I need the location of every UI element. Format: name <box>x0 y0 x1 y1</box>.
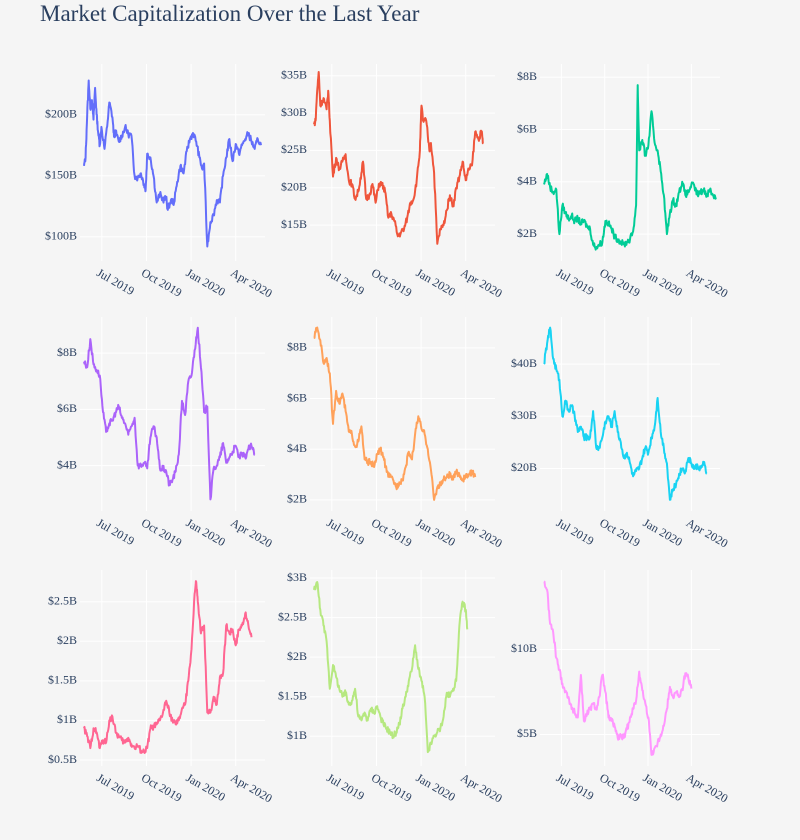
y-tick-label: $8B <box>287 340 307 354</box>
series-line <box>83 326 256 501</box>
y-tick-label: $4B <box>287 441 307 455</box>
y-tick-label: $1B <box>57 712 77 726</box>
subplot-4: $4B $6B $8B Jul 2019 Oct 2019 Jan 2020 Apr 202… <box>57 317 275 550</box>
x-tick-label: Apr 2020 <box>458 265 505 300</box>
y-tick-label: $35B <box>281 67 307 81</box>
x-tick-label: Apr 2020 <box>458 515 505 550</box>
y-tick-label: $10B <box>511 641 537 655</box>
x-tick-label: Oct 2019 <box>597 515 642 549</box>
y-tick-label: $20B <box>511 460 537 474</box>
y-tick-label: $4B <box>517 174 537 188</box>
x-tick-label: Oct 2019 <box>597 265 642 299</box>
chart-title: Market Capitalization Over the Last Year <box>40 1 420 26</box>
subplot-8: $1B $1.5B $2B $2.5B $3B Jul 2019 Oct 2019 Jan 2… <box>278 570 505 806</box>
x-tick-label: Oct 2019 <box>139 770 184 804</box>
y-tick-label: $2.5B <box>278 609 307 623</box>
x-tick-label: Oct 2019 <box>369 515 414 549</box>
y-tick-label: $6B <box>287 390 307 404</box>
y-tick-label: $30B <box>511 408 537 422</box>
x-tick-label: Jan 2020 <box>414 770 458 804</box>
subplot-1: $100B $150B $200B Jul 2019 Oct 2019 Jan 2020 A… <box>45 64 275 300</box>
y-tick-label: $4B <box>57 457 77 471</box>
series-line <box>83 79 262 248</box>
x-tick-label: Jan 2020 <box>414 265 458 299</box>
y-tick-label: $15B <box>281 217 307 231</box>
y-tick-label: $20B <box>281 180 307 194</box>
x-tick-label: Apr 2020 <box>458 770 505 805</box>
subplot-7: $0.5B $1B $1.5B $2B $2.5B Jul 2019 Oct 2019 Jan… <box>48 570 275 805</box>
x-tick-label: Apr 2020 <box>684 515 731 550</box>
x-tick-label: Oct 2019 <box>369 265 414 299</box>
y-tick-label: $3B <box>287 570 307 584</box>
subplot-5: $2B $4B $6B $8B Jul 2019 Oct 2019 Jan 2020 Apr … <box>287 317 505 550</box>
y-tick-label: $0.5B <box>48 752 77 766</box>
y-tick-label: $6B <box>57 401 77 415</box>
x-tick-label: Jan 2020 <box>641 265 685 299</box>
y-tick-label: $100B <box>45 228 77 242</box>
x-tick-label: Jul 2019 <box>94 265 137 298</box>
series-line <box>313 326 477 501</box>
y-tick-label: $150B <box>45 167 77 181</box>
y-tick-label: $40B <box>511 356 537 370</box>
x-tick-label: Jan 2020 <box>641 515 685 549</box>
y-tick-label: $25B <box>281 142 307 156</box>
series-line <box>313 71 484 245</box>
x-tick-label: Jul 2019 <box>324 265 367 298</box>
x-tick-label: Jul 2019 <box>554 265 597 298</box>
y-tick-label: $1.5B <box>48 673 77 687</box>
x-tick-label: Jan 2020 <box>414 515 458 549</box>
y-tick-label: $2B <box>57 633 77 647</box>
y-tick-label: $1B <box>287 728 307 742</box>
y-tick-label: $1.5B <box>278 688 307 702</box>
y-tick-label: $200B <box>45 106 77 120</box>
x-tick-label: Jan 2020 <box>641 770 685 804</box>
x-tick-label: Oct 2019 <box>369 770 414 804</box>
x-tick-label: Jan 2020 <box>184 515 228 549</box>
series-line <box>83 580 253 754</box>
x-tick-label: Apr 2020 <box>684 265 731 300</box>
series-line <box>543 84 717 251</box>
x-tick-label: Oct 2019 <box>139 515 184 549</box>
x-tick-label: Jan 2020 <box>184 770 228 804</box>
x-tick-label: Jan 2020 <box>184 265 228 299</box>
y-tick-label: $2B <box>287 492 307 506</box>
x-tick-label: Apr 2020 <box>228 770 275 805</box>
x-tick-label: Jul 2019 <box>554 515 597 548</box>
series-line <box>543 580 693 756</box>
x-tick-label: Jul 2019 <box>324 770 367 803</box>
y-tick-label: $6B <box>517 121 537 135</box>
y-tick-label: $2.5B <box>48 593 77 607</box>
y-tick-label: $30B <box>281 105 307 119</box>
x-tick-label: Oct 2019 <box>139 265 184 299</box>
y-tick-label: $8B <box>517 69 537 83</box>
y-tick-label: $8B <box>57 345 77 359</box>
x-tick-label: Jul 2019 <box>324 515 367 548</box>
x-tick-label: Jul 2019 <box>94 770 137 803</box>
x-tick-label: Oct 2019 <box>597 770 642 804</box>
x-tick-label: Jul 2019 <box>94 515 137 548</box>
y-tick-label: $2B <box>517 226 537 240</box>
series-line <box>313 581 469 754</box>
x-tick-label: Apr 2020 <box>684 770 731 805</box>
y-tick-label: $2B <box>287 649 307 663</box>
series-line <box>543 326 708 501</box>
y-tick-label: $5B <box>517 726 537 740</box>
x-tick-label: Apr 2020 <box>228 265 275 300</box>
x-tick-label: Jul 2019 <box>554 770 597 803</box>
subplot-2: $15B $20B $25B $30B $35B Jul 2019 Oct 2019 Jan … <box>281 64 505 300</box>
x-tick-label: Apr 2020 <box>228 515 275 550</box>
